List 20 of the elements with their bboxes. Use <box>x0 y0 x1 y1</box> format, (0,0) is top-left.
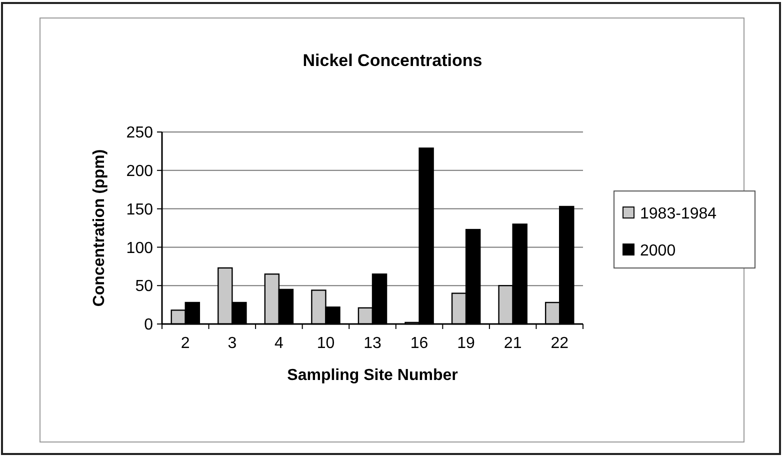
x-tick-label: 4 <box>274 335 284 352</box>
x-tick-label: 22 <box>550 335 569 352</box>
x-axis-title: Sampling Site Number <box>287 367 458 384</box>
x-tick-label: 10 <box>316 335 335 352</box>
legend-label: 2000 <box>640 242 676 260</box>
x-tick-label: 3 <box>228 335 237 352</box>
legend-label: 1983-1984 <box>640 206 717 223</box>
y-tick-label: 150 <box>126 201 154 218</box>
y-tick-label: 200 <box>126 163 154 180</box>
y-tick-label: 50 <box>135 278 154 296</box>
y-tick-label: 0 <box>144 316 154 334</box>
x-tick-label: 16 <box>410 335 428 352</box>
y-axis-title: Concentration (ppm) <box>91 149 108 307</box>
chart-title: Nickel Concentrations <box>302 51 482 70</box>
x-tick-label: 13 <box>364 335 382 352</box>
x-tick-label: 21 <box>504 335 522 352</box>
y-tick-label: 100 <box>126 240 154 257</box>
y-tick-label: 250 <box>126 124 154 142</box>
x-tick-label: 2 <box>180 335 190 352</box>
x-tick-label: 19 <box>457 335 476 352</box>
